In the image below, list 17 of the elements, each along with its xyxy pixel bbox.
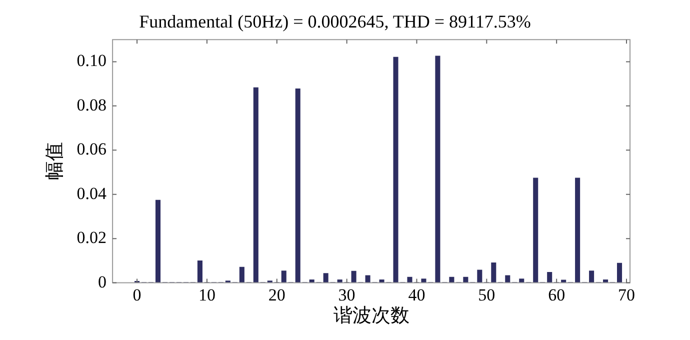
- chart-title: Fundamental (50Hz) = 0.0002645, THD = 89117.53%: [139, 12, 531, 32]
- x-tick-label: 50: [478, 285, 496, 304]
- y-tick-label: 0.06: [76, 140, 107, 159]
- x-tick-label: 40: [408, 285, 426, 304]
- y-axis-title: 幅值: [44, 142, 66, 180]
- x-tick-label: 30: [338, 285, 356, 304]
- y-tick-label: 0: [98, 272, 107, 292]
- x-tick-label: 60: [548, 285, 566, 304]
- y-tick-label: 0.02: [76, 228, 107, 248]
- x-tick-label: 10: [198, 285, 216, 304]
- x-tick-label: 20: [268, 285, 286, 304]
- y-tick-label: 0.04: [76, 184, 108, 203]
- x-tick-label: 0: [132, 285, 142, 304]
- y-tick-label: 0.08: [76, 95, 107, 114]
- x-tick-label: 70: [618, 285, 636, 304]
- x-axis-title: 谐波次数: [333, 306, 410, 327]
- y-tick-label: 0.10: [76, 51, 107, 70]
